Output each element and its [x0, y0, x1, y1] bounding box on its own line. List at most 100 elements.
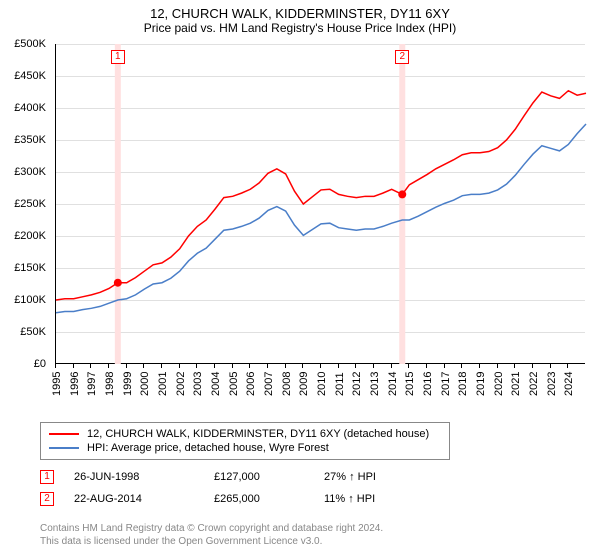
plot-area: 12: [55, 44, 585, 364]
series-line: [56, 124, 586, 313]
x-tick-label: 2011: [334, 372, 346, 396]
x-tick: [514, 363, 515, 368]
x-tick-label: 2013: [369, 372, 381, 396]
legend-label: 12, CHURCH WALK, KIDDERMINSTER, DY11 6XY…: [87, 428, 429, 440]
x-tick-label: 2005: [228, 372, 240, 396]
transaction-marker: 1: [40, 470, 54, 484]
x-tick-label: 1998: [104, 372, 116, 396]
y-tick-label: £400K: [14, 102, 46, 114]
x-tick-label: 2019: [475, 372, 487, 396]
y-tick-label: £150K: [14, 262, 46, 274]
x-tick-label: 1997: [86, 372, 98, 396]
x-tick-label: 2010: [316, 372, 328, 396]
transaction-price: £265,000: [214, 493, 324, 505]
x-tick: [179, 363, 180, 368]
transaction-row: 222-AUG-2014£265,00011% ↑ HPI: [40, 488, 444, 510]
transaction-row: 1 26-JUN-1998£127,00027% ↑ HPI: [40, 466, 444, 488]
x-tick-label: 2015: [404, 372, 416, 396]
x-tick-label: 2023: [546, 372, 558, 396]
x-tick-label: 2000: [139, 372, 151, 396]
transaction-marker: 2: [395, 50, 409, 64]
transaction-table: 1 26-JUN-1998£127,00027% ↑ HPI 2 22-AUG-201…: [40, 466, 444, 510]
x-tick: [532, 363, 533, 368]
x-tick: [285, 363, 286, 368]
x-tick: [214, 363, 215, 368]
x-tick-label: 2007: [263, 372, 275, 396]
y-tick-label: £250K: [14, 198, 46, 210]
chart-container: 12, CHURCH WALK, KIDDERMINSTER, DY11 6XY…: [0, 0, 600, 560]
x-tick: [90, 363, 91, 368]
x-tick-label: 2021: [510, 372, 522, 396]
x-tick: [461, 363, 462, 368]
x-tick-label: 2001: [157, 372, 169, 396]
x-tick: [161, 363, 162, 368]
x-tick: [426, 363, 427, 368]
credits-line: This data is licensed under the Open Gov…: [40, 535, 383, 548]
x-tick: [391, 363, 392, 368]
y-tick-label: £200K: [14, 230, 46, 242]
x-tick-label: 2008: [281, 372, 293, 396]
x-tick: [196, 363, 197, 368]
x-tick-label: 2020: [493, 372, 505, 396]
x-tick-label: 2018: [457, 372, 469, 396]
y-tick-label: £350K: [14, 134, 46, 146]
x-tick: [302, 363, 303, 368]
transaction-date: 22-AUG-2014: [74, 493, 214, 505]
x-tick: [550, 363, 551, 368]
y-tick-label: £0: [34, 358, 46, 370]
credits-line: Contains HM Land Registry data © Crown c…: [40, 522, 383, 535]
x-tick-label: 1999: [122, 372, 134, 396]
transaction-price: £127,000: [214, 471, 324, 483]
legend-label: HPI: Average price, detached house, Wyre…: [87, 442, 329, 454]
transaction-dot: [114, 279, 122, 287]
x-tick-label: 2004: [210, 372, 222, 396]
y-tick-label: £50K: [20, 326, 46, 338]
legend-row: 12, CHURCH WALK, KIDDERMINSTER, DY11 6XY…: [49, 427, 441, 441]
chart-subtitle: Price paid vs. HM Land Registry's House …: [0, 21, 600, 39]
x-tick-label: 2014: [387, 372, 399, 396]
x-tick-label: 2016: [422, 372, 434, 396]
x-tick-label: 2022: [528, 372, 540, 396]
x-tick: [267, 363, 268, 368]
x-tick: [108, 363, 109, 368]
x-tick: [55, 363, 56, 368]
x-tick-label: 2012: [351, 372, 363, 396]
x-tick-label: 1996: [69, 372, 81, 396]
x-tick-label: 2006: [245, 372, 257, 396]
chart-title: 12, CHURCH WALK, KIDDERMINSTER, DY11 6XY: [0, 0, 600, 21]
series-line: [56, 91, 586, 300]
x-tick-label: 2003: [192, 372, 204, 396]
y-tick-label: £450K: [14, 70, 46, 82]
x-axis-labels: 1995199619971998199920002001200220032004…: [55, 368, 585, 418]
x-tick-label: 2009: [298, 372, 310, 396]
x-tick: [232, 363, 233, 368]
legend-swatch: [49, 433, 79, 435]
transaction-dot: [398, 190, 406, 198]
x-tick-label: 1995: [51, 372, 63, 396]
x-tick: [497, 363, 498, 368]
x-tick: [373, 363, 374, 368]
transaction-marker: 1: [111, 50, 125, 64]
y-tick-label: £500K: [14, 38, 46, 50]
x-tick-label: 2017: [440, 372, 452, 396]
x-tick: [320, 363, 321, 368]
x-tick: [444, 363, 445, 368]
legend-swatch: [49, 447, 79, 449]
x-tick: [567, 363, 568, 368]
credits: Contains HM Land Registry data © Crown c…: [40, 522, 383, 548]
transaction-delta: 27% ↑ HPI: [324, 471, 444, 483]
legend-box: 12, CHURCH WALK, KIDDERMINSTER, DY11 6XY…: [40, 422, 450, 460]
x-tick: [73, 363, 74, 368]
transaction-marker: 2: [40, 492, 54, 506]
y-tick-label: £100K: [14, 294, 46, 306]
y-axis-labels: £0£50K£100K£150K£200K£250K£300K£350K£400…: [0, 44, 50, 364]
x-tick: [479, 363, 480, 368]
x-tick: [143, 363, 144, 368]
x-tick-label: 2002: [175, 372, 187, 396]
x-tick: [355, 363, 356, 368]
transaction-date: 26-JUN-1998: [74, 471, 214, 483]
x-tick: [126, 363, 127, 368]
x-tick: [249, 363, 250, 368]
legend-row: HPI: Average price, detached house, Wyre…: [49, 441, 441, 455]
plot-svg: [56, 44, 585, 363]
